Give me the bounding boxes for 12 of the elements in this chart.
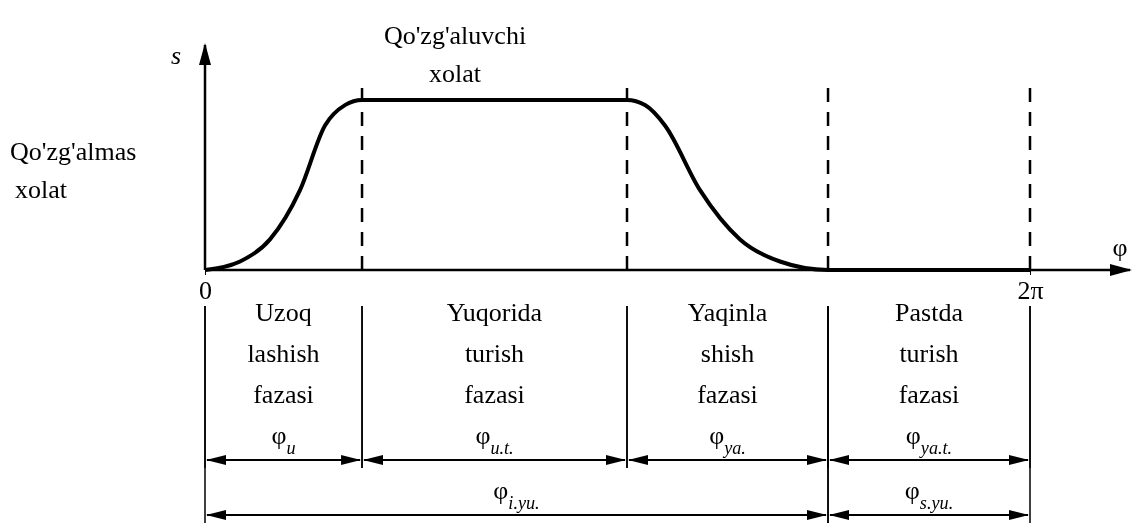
- x-tick-label: 0: [199, 276, 212, 306]
- text: φ$_{i.yu.}$: [493, 476, 540, 513]
- text: Yuqorida turish fazasi φ$_{u.t.}$: [446, 298, 543, 458]
- text: Qo'zg'almas xolat: [10, 136, 137, 204]
- x-tick-label: 2π: [1017, 276, 1044, 306]
- annotation: Qo'zg'aluvchi xolat: [383, 21, 527, 88]
- text: Pastda turish fazasi φ$_{ya.t.}$: [895, 298, 964, 458]
- text: Uzoq lashish fazasi φ$_{u}$: [247, 298, 320, 458]
- text: Yaqinla shish fazasi φ$_{ya.}$: [687, 298, 768, 458]
- y-axis-title: s: [170, 41, 182, 70]
- x-axis-title: φ: [1112, 233, 1128, 262]
- text: φ$_{s.yu.}$: [904, 476, 954, 513]
